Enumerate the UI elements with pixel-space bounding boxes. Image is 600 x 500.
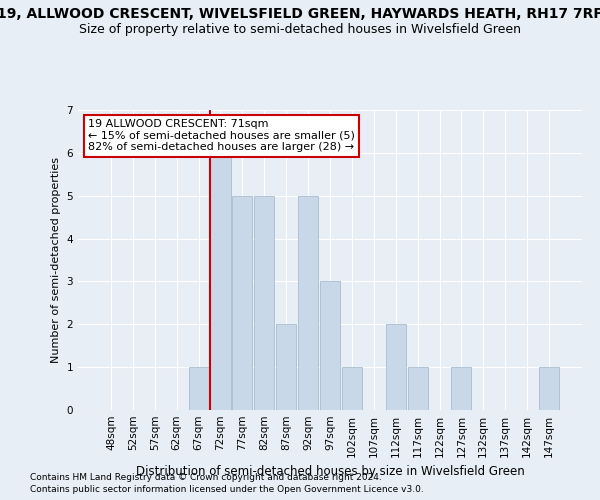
Bar [276, 324, 296, 410]
Bar [539, 367, 559, 410]
Bar [232, 196, 253, 410]
Bar [298, 196, 318, 410]
X-axis label: Distribution of semi-detached houses by size in Wivelsfield Green: Distribution of semi-detached houses by … [136, 466, 524, 478]
Bar [320, 282, 340, 410]
Bar [386, 324, 406, 410]
Bar [342, 367, 362, 410]
Bar [254, 196, 274, 410]
Bar [407, 367, 428, 410]
Text: Size of property relative to semi-detached houses in Wivelsfield Green: Size of property relative to semi-detach… [79, 22, 521, 36]
Bar [451, 367, 472, 410]
Text: 19, ALLWOOD CRESCENT, WIVELSFIELD GREEN, HAYWARDS HEATH, RH17 7RP: 19, ALLWOOD CRESCENT, WIVELSFIELD GREEN,… [0, 8, 600, 22]
Text: Contains public sector information licensed under the Open Government Licence v3: Contains public sector information licen… [30, 485, 424, 494]
Bar [211, 153, 230, 410]
Bar [188, 367, 209, 410]
Y-axis label: Number of semi-detached properties: Number of semi-detached properties [51, 157, 61, 363]
Text: 19 ALLWOOD CRESCENT: 71sqm
← 15% of semi-detached houses are smaller (5)
82% of : 19 ALLWOOD CRESCENT: 71sqm ← 15% of semi… [88, 119, 355, 152]
Text: Contains HM Land Registry data © Crown copyright and database right 2024.: Contains HM Land Registry data © Crown c… [30, 472, 382, 482]
